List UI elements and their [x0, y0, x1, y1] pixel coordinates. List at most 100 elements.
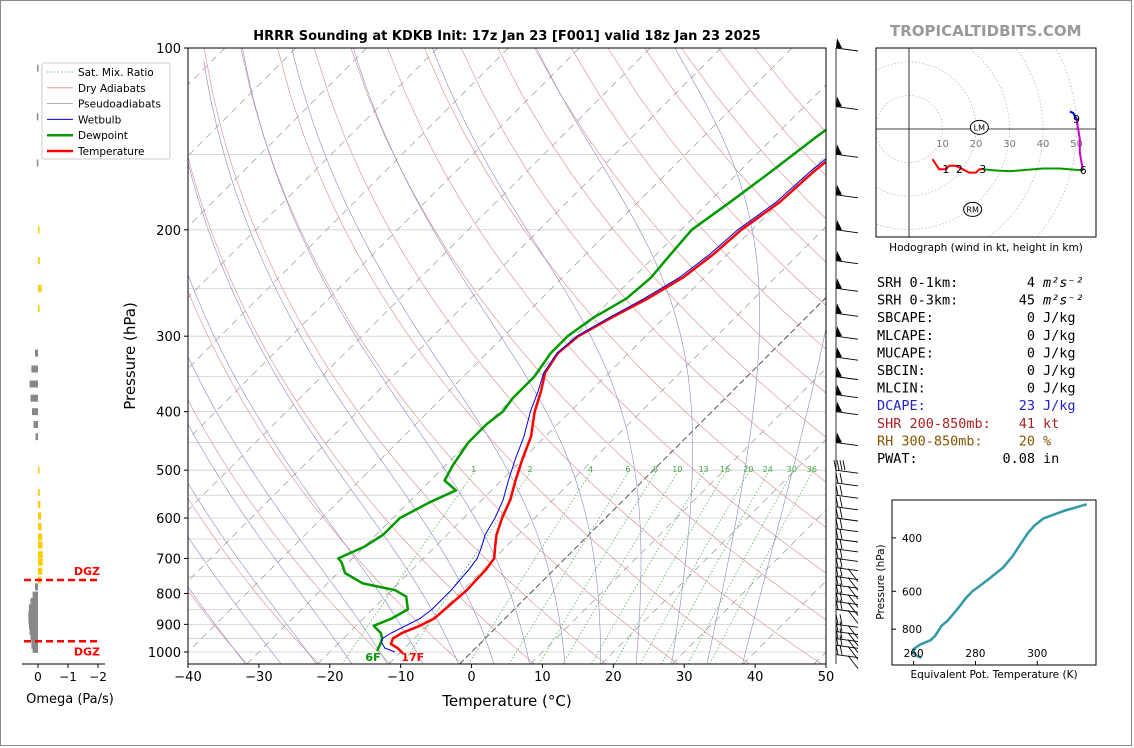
- index-value: 41: [1019, 416, 1035, 432]
- omega-bar: [38, 558, 43, 566]
- hodograph-frame: [875, 47, 1097, 238]
- omega-bar: [29, 380, 38, 388]
- dry-adiabat-line: [188, 590, 248, 664]
- hodograph-segment: [982, 167, 1084, 173]
- wind-barb-feather: [833, 460, 837, 471]
- mixing-ratio-line: [614, 470, 727, 664]
- index-unit: J/kg: [1043, 345, 1076, 361]
- y-tick-label: 500: [156, 464, 181, 479]
- wind-barb-pennant: [836, 38, 842, 48]
- hodograph-segment: [1069, 110, 1078, 120]
- wind-barb-feather: [847, 639, 859, 653]
- wind-barb-feather: [835, 518, 839, 529]
- index-unit: J/kg: [1043, 398, 1076, 414]
- mixing-ratio-line: [709, 470, 814, 664]
- wind-barb: [835, 528, 859, 543]
- theta-e-profile-line: [912, 503, 1088, 660]
- pseudoadiabat-line: [291, 48, 566, 664]
- wind-barb-pennant: [836, 366, 842, 377]
- dry-adiabat-line: [350, 48, 826, 621]
- omega-bar: [38, 226, 40, 234]
- wind-barb-feather: [839, 591, 843, 602]
- wind-barb-shaft: [835, 517, 859, 522]
- wind-barb-feather: [839, 614, 843, 625]
- index-value: 0: [1027, 363, 1035, 379]
- wind-barb-feather: [842, 460, 846, 471]
- index-unit: J/kg: [1043, 363, 1076, 379]
- storm-motion-label: LM: [974, 123, 985, 132]
- x-tick-label: 10: [534, 670, 551, 685]
- dry-adiabat-line: [240, 48, 679, 664]
- legend-entry: Pseudoadiabats: [78, 99, 161, 111]
- index-label: DCAPE:: [877, 398, 926, 414]
- wind-barb-feather: [847, 625, 859, 639]
- theta-e-x-tick-label: 280: [965, 648, 985, 660]
- wind-barb-shaft: [835, 229, 859, 234]
- legend-entry: Sat. Mix. Ratio: [78, 67, 154, 79]
- hodograph-ring-label: 50: [1070, 139, 1083, 150]
- pseudoadiabat-line: [203, 60, 495, 664]
- wind-barb-feather: [835, 538, 839, 549]
- dry-adiabat-line: [277, 48, 751, 664]
- wind-barb-feather: [839, 472, 843, 484]
- isotherm-line: [188, 48, 297, 157]
- legend-entry: Dewpoint: [78, 130, 128, 142]
- pseudoadiabat-line: [188, 356, 388, 664]
- wind-barb-shaft: [835, 411, 859, 416]
- skewt-plot-frame: [187, 47, 827, 665]
- wind-barb: [835, 614, 859, 639]
- omega-bar: [28, 610, 38, 618]
- pseudoadiabat-line: [188, 536, 282, 664]
- isotherm-line: [188, 48, 438, 299]
- index-unit: J/kg: [1043, 381, 1076, 397]
- legend-entry: Temperature: [77, 146, 145, 158]
- wind-barb-feather: [839, 496, 843, 507]
- x-tick-label: 50: [818, 670, 835, 685]
- wind-barb-pennant: [836, 401, 842, 412]
- mixing-ratio-line: [591, 470, 706, 664]
- wind-barb-feather: [847, 646, 859, 660]
- hodograph-height-label: 1: [942, 163, 949, 176]
- wind-barb-feather: [835, 599, 839, 610]
- omega-bar: [29, 622, 38, 630]
- index-unit: J/kg: [1043, 310, 1076, 326]
- wind-barb-shaft: [835, 608, 859, 613]
- wind-barb-feather: [835, 496, 839, 507]
- omega-bar: [28, 616, 38, 624]
- omega-bar: [35, 433, 38, 441]
- wind-barb-shaft: [835, 106, 859, 110]
- wind-barb-pennant: [836, 326, 842, 337]
- wind-barb-feather: [839, 628, 843, 639]
- wind-barb: [835, 96, 859, 110]
- dgz-label: DGZ: [74, 645, 100, 658]
- hodograph-ring-label: 10: [936, 139, 949, 150]
- wind-barb: [835, 184, 859, 199]
- wind-barb-shaft: [835, 376, 859, 381]
- wind-barb-pennant: [836, 250, 842, 261]
- omega-bar: [38, 551, 43, 559]
- wind-barb: [835, 496, 859, 511]
- wind-barb: [835, 384, 859, 399]
- wind-barb-shaft: [835, 47, 859, 52]
- index-value: 20: [1019, 433, 1035, 449]
- omega-bar: [29, 628, 38, 636]
- index-label: SBCAPE:: [877, 310, 934, 326]
- wind-barb-shaft: [835, 312, 859, 317]
- wind-barb-shaft: [835, 153, 859, 158]
- wind-barb: [835, 518, 859, 533]
- isotherm-line: [188, 48, 722, 582]
- wind-barb-feather: [839, 528, 843, 540]
- x-tick-label: −10: [387, 670, 414, 685]
- wind-barb-shaft: [835, 593, 859, 597]
- wind-barb-feather: [835, 548, 839, 559]
- pseudoadiabat-line: [242, 48, 530, 664]
- wind-barb-feather: [839, 635, 843, 646]
- dry-adiabat-line: [188, 155, 535, 664]
- omega-bar: [38, 489, 40, 497]
- index-value: 4: [1027, 275, 1035, 291]
- wind-barb-shaft: [835, 260, 859, 265]
- omega-tick-label: 0: [34, 670, 42, 684]
- wind-barb-feather: [835, 566, 839, 577]
- omega-bar: [36, 159, 39, 167]
